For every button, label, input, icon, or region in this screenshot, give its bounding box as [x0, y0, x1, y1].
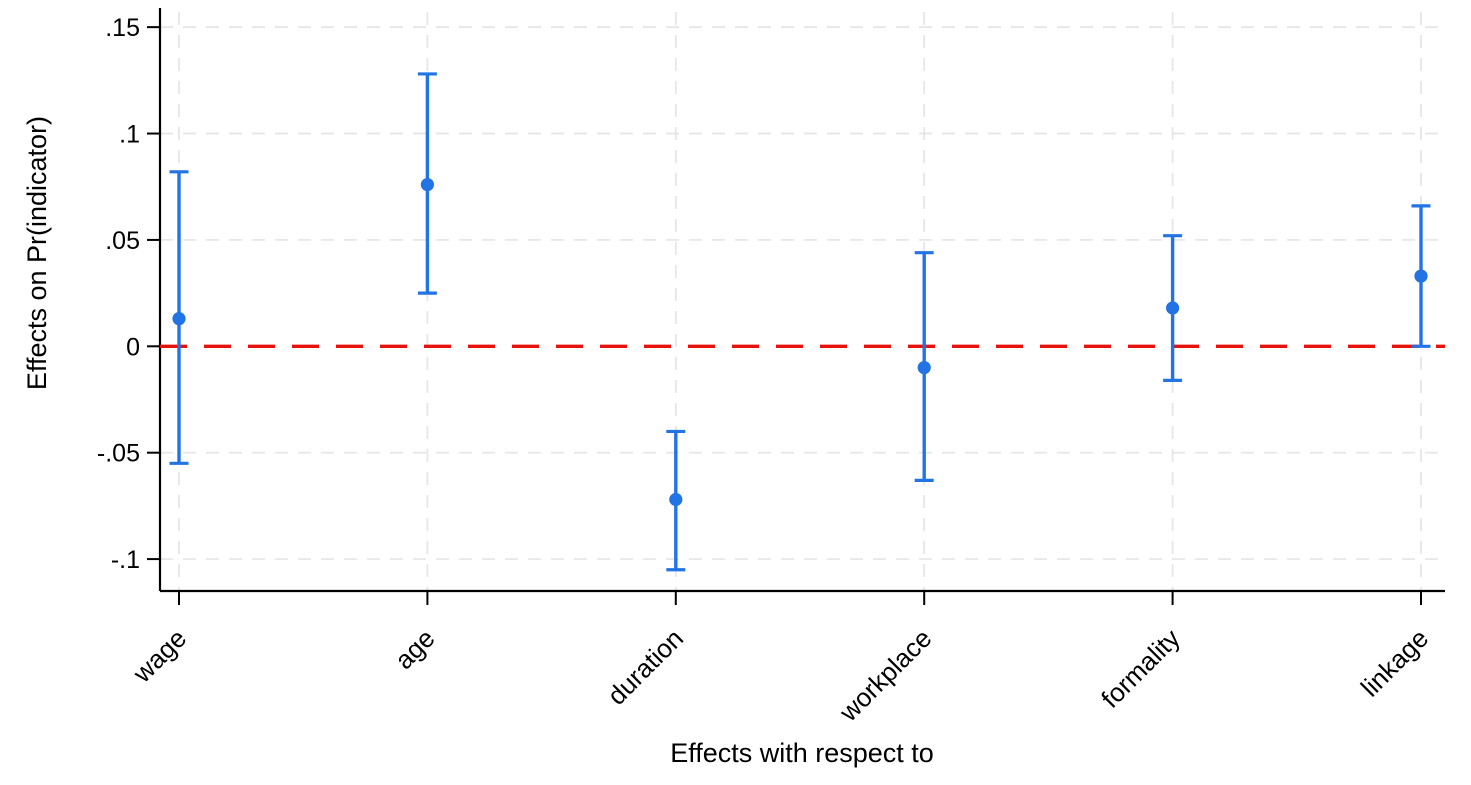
estimate-marker	[172, 312, 186, 326]
x-category-label: formality	[1095, 623, 1186, 714]
x-axis-title: Effects with respect to	[670, 738, 934, 768]
y-tick-label: -.05	[97, 440, 140, 468]
estimate-marker	[669, 492, 683, 507]
y-axis-title: Effects on Pr(indicator)	[22, 116, 52, 390]
chart-render-layer: .15 .1 .05 0 -.05 -.1 wage age duration workplace…	[97, 8, 1445, 728]
x-category-label: workplace	[833, 623, 938, 728]
y-tick-label: .15	[105, 14, 140, 42]
estimate-marker	[420, 178, 434, 192]
y-tick-label: 0	[126, 333, 140, 361]
y-tick-label: .05	[105, 227, 140, 255]
x-category-label: wage	[126, 623, 192, 689]
y-tick-label: .1	[119, 121, 140, 149]
x-category-label: linkage	[1355, 623, 1434, 702]
y-tick-label: -.1	[111, 546, 140, 574]
x-category-label: age	[389, 623, 441, 675]
estimate-marker	[1414, 269, 1428, 283]
estimate-marker	[917, 360, 931, 375]
estimate-marker	[1166, 301, 1180, 315]
x-category-label: duration	[601, 623, 689, 711]
